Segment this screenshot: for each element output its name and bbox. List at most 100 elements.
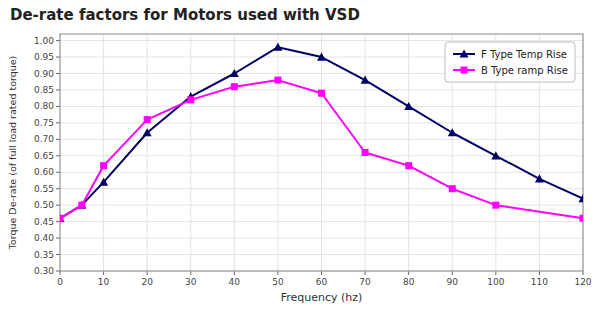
plot-frame xyxy=(60,34,583,271)
tick-mark xyxy=(56,172,60,173)
tick-label: 50 xyxy=(272,277,284,287)
tick-mark xyxy=(234,271,235,275)
point xyxy=(491,151,500,159)
series-line xyxy=(60,80,583,218)
tick-mark xyxy=(56,254,60,255)
point xyxy=(579,194,584,202)
point xyxy=(100,162,107,169)
tick-label: 120 xyxy=(574,277,591,287)
tick-label: 0.90 xyxy=(34,69,54,79)
point xyxy=(448,128,457,136)
point xyxy=(404,102,413,110)
point xyxy=(230,69,239,77)
series-line xyxy=(60,47,583,218)
tick-mark xyxy=(277,271,278,275)
tick-mark xyxy=(583,271,584,275)
legend: F Type Temp Rise B Type ramp Rise xyxy=(445,42,575,82)
grid-line xyxy=(103,34,104,271)
tick-label: 1.00 xyxy=(34,36,54,46)
point xyxy=(99,178,108,186)
tick-label: 0.55 xyxy=(34,184,54,194)
tick-label: 110 xyxy=(531,277,548,287)
tick-label: 100 xyxy=(487,277,504,287)
point xyxy=(317,53,326,61)
point xyxy=(405,162,412,169)
tick-label: 70 xyxy=(359,277,371,287)
tick-mark xyxy=(56,139,60,140)
chart: De-rate factors for Motors used with VSD… xyxy=(0,0,597,311)
grid-line xyxy=(277,34,278,271)
tick-label: 0.75 xyxy=(34,118,54,128)
tick-mark xyxy=(56,188,60,189)
point xyxy=(60,215,64,222)
tick-label: 0.50 xyxy=(34,200,54,210)
tick-mark xyxy=(147,271,148,275)
point xyxy=(362,149,369,156)
point xyxy=(77,201,86,209)
point xyxy=(274,77,281,84)
grid-line xyxy=(321,34,322,271)
tick-label: 0.95 xyxy=(34,52,54,62)
tick-mark xyxy=(452,271,453,275)
tick-mark xyxy=(56,221,60,222)
point xyxy=(449,185,456,192)
tick-label: 90 xyxy=(447,277,459,287)
grid-line xyxy=(147,34,148,271)
tick-mark xyxy=(495,271,496,275)
tick-mark xyxy=(56,73,60,74)
grid xyxy=(60,34,583,271)
tick-mark xyxy=(56,40,60,41)
data xyxy=(60,43,583,222)
point xyxy=(492,202,499,209)
point xyxy=(143,128,152,136)
point xyxy=(580,215,584,222)
tick-mark xyxy=(103,271,104,275)
legend-marker xyxy=(461,67,468,74)
point xyxy=(361,76,370,84)
tick-label: 0.65 xyxy=(34,151,54,161)
tick-label: 0.40 xyxy=(34,233,54,243)
legend-box xyxy=(445,42,575,82)
point xyxy=(187,96,194,103)
tick-label: 80 xyxy=(403,277,415,287)
tick-label: 0.35 xyxy=(34,250,54,260)
legend-label: F Type Temp Rise xyxy=(481,49,567,60)
tick-label: 0 xyxy=(57,277,63,287)
tick-label: 0.80 xyxy=(34,101,54,111)
tick-mark xyxy=(539,271,540,275)
legend-marker xyxy=(460,50,469,58)
tick-mark xyxy=(56,122,60,123)
tick-mark xyxy=(56,205,60,206)
tick-label: 30 xyxy=(185,277,197,287)
tick-label: 0.60 xyxy=(34,167,54,177)
tick-mark xyxy=(56,106,60,107)
tick-label: 0.45 xyxy=(34,217,54,227)
tick-label: 10 xyxy=(98,277,110,287)
tick-mark xyxy=(365,271,366,275)
grid-line xyxy=(190,34,191,271)
axes: 0.30 0.35 0.40 0.45 0.50 0.55 0.60 0.65 0.70 0.75… xyxy=(34,34,592,287)
grid-line xyxy=(408,34,409,271)
point xyxy=(231,83,238,90)
tick-mark xyxy=(321,271,322,275)
tick-mark xyxy=(408,271,409,275)
point xyxy=(535,174,544,182)
tick-label: 0.85 xyxy=(34,85,54,95)
tick-mark xyxy=(56,89,60,90)
title: De-rate factors for Motors used with VSD xyxy=(10,6,360,24)
tick-mark xyxy=(60,271,61,275)
tick-mark xyxy=(56,238,60,239)
point xyxy=(273,43,282,51)
tick-mark xyxy=(190,271,191,275)
tick-mark xyxy=(56,271,60,272)
legend-label: B Type ramp Rise xyxy=(481,65,568,76)
point xyxy=(144,116,151,123)
tick-label: 0.70 xyxy=(34,134,54,144)
tick-label: 60 xyxy=(316,277,328,287)
y-axis-label: Torque De-rate (of full load rated torqu… xyxy=(7,56,18,251)
tick-label: 40 xyxy=(229,277,241,287)
point xyxy=(318,90,325,97)
tick-label: 20 xyxy=(141,277,153,287)
tick-mark xyxy=(56,57,60,58)
tick-label: 0.30 xyxy=(34,266,54,276)
